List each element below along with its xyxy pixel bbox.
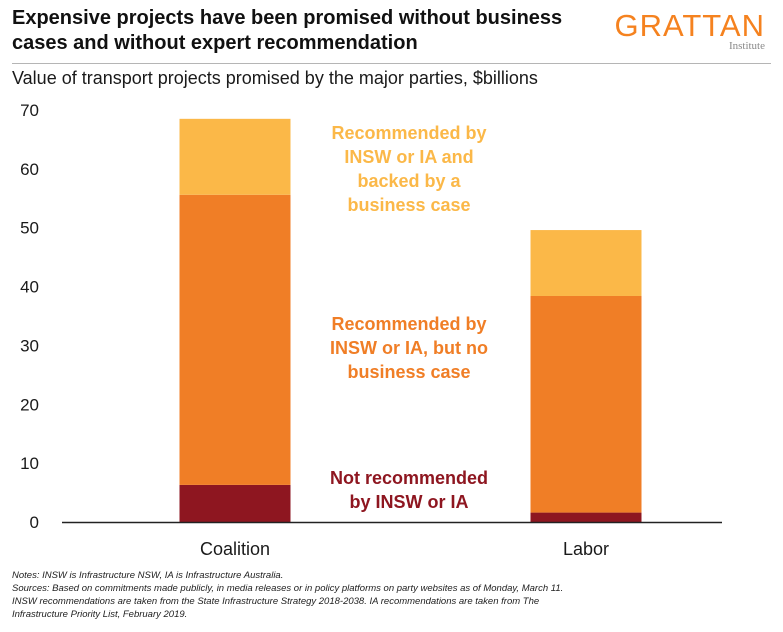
series-label: Not recommended by INSW or IA — [330, 468, 488, 512]
bar-segment — [530, 295, 642, 513]
bar-segment — [179, 194, 291, 485]
chart-notes: Notes: INSW is Infrastructure NSW, IA is… — [12, 569, 772, 621]
series-label-line: Not recommended — [330, 468, 488, 488]
series-label-line: business case — [347, 195, 470, 215]
y-tick-label: 20 — [20, 395, 39, 414]
chart-subtitle: Value of transport projects promised by … — [12, 68, 538, 88]
bar-segment — [179, 484, 291, 522]
note-line: Infrastructure Priority List, February 2… — [12, 609, 188, 620]
x-tick-label: Labor — [563, 539, 609, 559]
y-tick-label: 30 — [20, 336, 39, 355]
series-label-line: INSW or IA and — [344, 147, 473, 167]
series-label-line: by INSW or IA — [349, 492, 468, 512]
grattan-logo: GRATTAN Institute — [614, 8, 765, 53]
logo-sub: Institute — [728, 40, 765, 52]
chart-title: Expensive projects have been promised wi… — [12, 7, 563, 54]
bar-segment — [179, 118, 291, 195]
logo-name: GRATTAN — [614, 8, 765, 43]
series-label: Recommended by INSW or IA, but no business… — [330, 314, 488, 382]
y-tick-label: 0 — [30, 513, 39, 532]
y-tick-label: 10 — [20, 454, 39, 473]
y-tick-label: 50 — [20, 219, 39, 238]
y-tick-label: 40 — [20, 278, 39, 297]
y-tick-label: 60 — [20, 160, 39, 179]
note-line: Sources: Based on commitments made publi… — [12, 583, 564, 594]
series-label-line: business case — [347, 362, 470, 382]
bar-segment — [530, 230, 642, 296]
series-label-line: INSW or IA, but no — [330, 338, 488, 358]
series-label-line: Recommended by — [331, 123, 486, 143]
series-label-line: Recommended by — [331, 314, 486, 334]
y-tick-label: 70 — [20, 101, 39, 120]
note-line: INSW recommendations are taken from the … — [12, 596, 540, 607]
note-line: Notes: INSW is Infrastructure NSW, IA is… — [12, 570, 284, 581]
series-label: Recommended by INSW or IA and backed by a b… — [331, 123, 486, 215]
bar-segment — [530, 512, 642, 522]
header-divider — [12, 63, 771, 64]
stacked-bar-chart: 0 10 20 30 40 50 60 70 Coalition Labor Not recomme… — [20, 101, 722, 559]
x-tick-label: Coalition — [200, 539, 270, 559]
series-label-line: backed by a — [357, 171, 461, 191]
